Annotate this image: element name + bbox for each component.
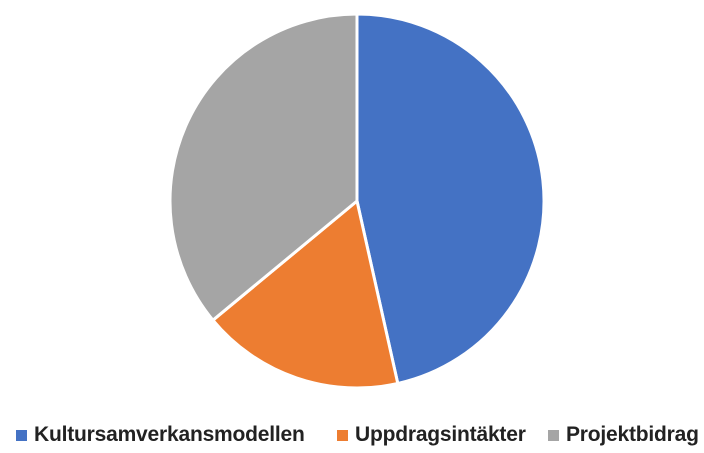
legend-item-kultursamverkansmodellen: Kultursamverkansmodellen (16, 420, 305, 450)
pie-slice-0 (355, 12, 546, 385)
legend-swatch-projektbidrag (548, 429, 559, 441)
pie-slice-2 (168, 12, 359, 322)
legend-item-projektbidrag: Projektbidrag (548, 420, 699, 450)
legend-label-kultursamverkansmodellen: Kultursamverkansmodellen (34, 423, 305, 446)
pie-slices (168, 12, 546, 390)
legend-item-uppdragsintakter: Uppdragsintäkter (337, 420, 526, 450)
legend-swatch-kultursamverkansmodellen (16, 429, 27, 441)
legend-swatch-uppdragsintakter (337, 429, 348, 441)
legend-label-projektbidrag: Projektbidrag (566, 423, 699, 446)
legend-label-uppdragsintakter: Uppdragsintäkter (355, 423, 526, 446)
chart-legend: Kultursamverkansmodellen Uppdragsintäkte… (0, 420, 704, 450)
pie-slice-1 (211, 199, 400, 390)
